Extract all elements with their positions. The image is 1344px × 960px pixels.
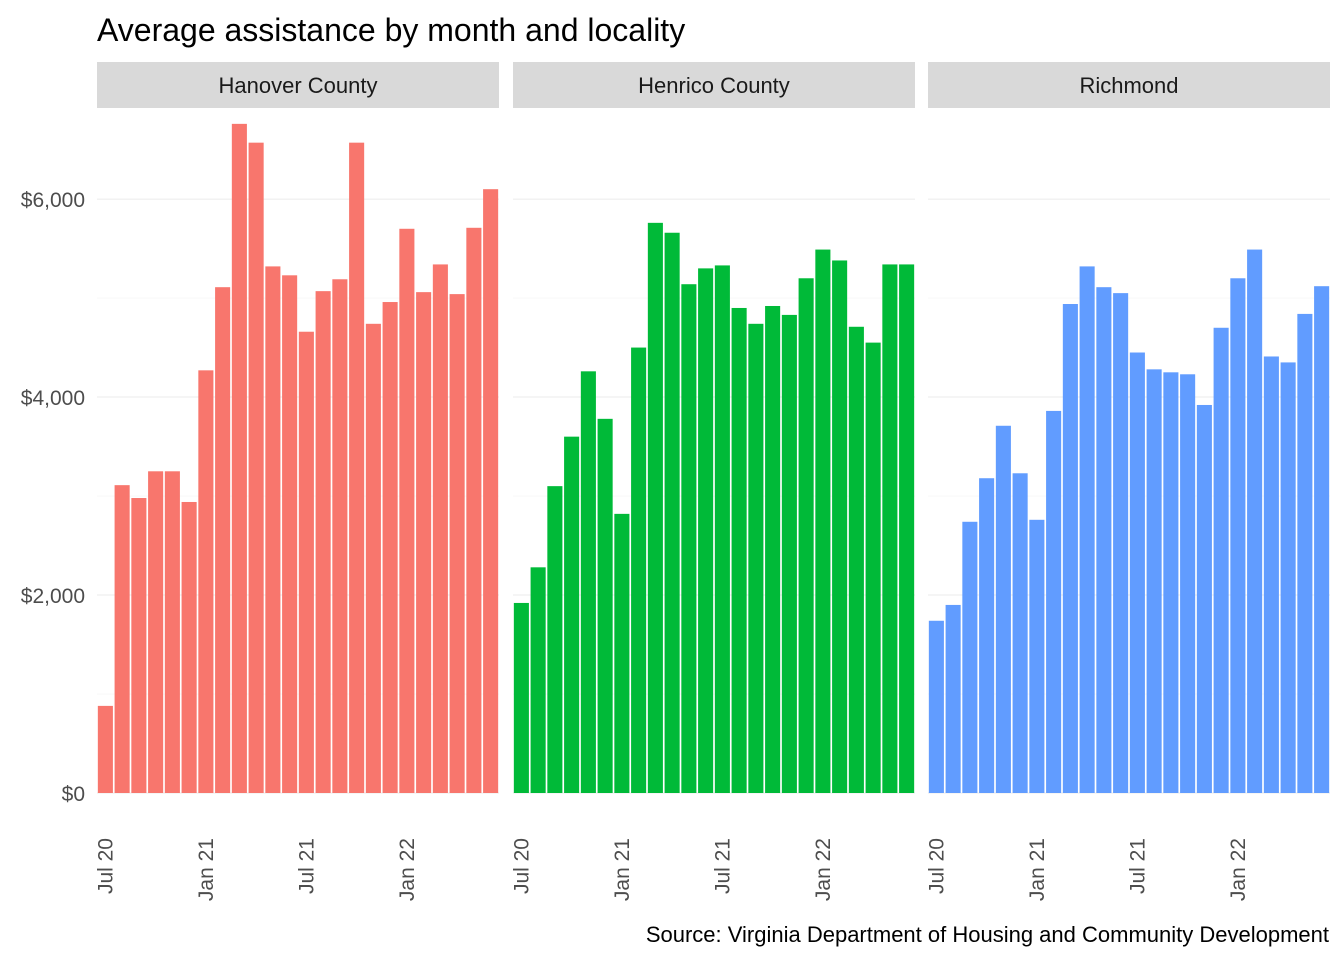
bar	[899, 264, 914, 793]
y-tick-label: $6,000	[21, 189, 85, 212]
bar	[832, 260, 847, 793]
bar	[581, 371, 596, 793]
bar	[316, 291, 331, 793]
bar	[799, 278, 814, 793]
x-tick-label: Jul 20	[510, 838, 533, 894]
bar	[466, 228, 481, 793]
bar	[399, 229, 414, 793]
bar	[514, 603, 529, 793]
bar	[996, 426, 1011, 793]
x-tick-label: Jul 20	[925, 838, 948, 894]
facet-strip-label: Hanover County	[219, 73, 378, 98]
chart-title: Average assistance by month and locality	[97, 12, 685, 48]
bar	[962, 522, 977, 793]
x-tick-label: Jan 21	[611, 838, 634, 901]
facet-strip-label: Richmond	[1079, 73, 1178, 98]
bar	[265, 266, 280, 793]
bar	[1063, 304, 1078, 793]
bar	[1013, 473, 1028, 793]
bar	[366, 324, 381, 793]
bar	[182, 502, 197, 793]
bar	[198, 370, 213, 793]
bar	[1147, 369, 1162, 793]
bar	[349, 143, 364, 793]
facet-strip-label: Henrico County	[638, 73, 790, 98]
bar	[849, 327, 864, 793]
bar	[614, 514, 629, 793]
bar	[946, 605, 961, 793]
bar	[383, 302, 398, 793]
bar	[782, 315, 797, 793]
chart-caption: Source: Virginia Department of Housing a…	[646, 922, 1329, 947]
bar	[665, 233, 680, 793]
bar	[416, 292, 431, 793]
bar	[715, 265, 730, 793]
bar	[648, 223, 663, 793]
x-tick-label: Jan 22	[396, 838, 419, 901]
bar	[131, 498, 146, 793]
bar	[732, 308, 747, 793]
bar	[929, 621, 944, 793]
bar	[681, 284, 696, 793]
facet-panel: Hanover County Jul 20 Jan 21 Jul 21 Jan 22	[94, 62, 499, 901]
bar	[1247, 250, 1262, 793]
bar	[1163, 372, 1178, 793]
bar	[698, 268, 713, 793]
bar	[748, 324, 763, 793]
facet-panel: Richmond Jul 20 Jan 21 Jul 21 Jan 22	[925, 62, 1330, 901]
bar	[433, 264, 448, 793]
bar	[1096, 287, 1111, 793]
bar	[148, 471, 163, 793]
bar	[299, 332, 314, 793]
bar	[1180, 374, 1195, 793]
bar	[1046, 411, 1061, 793]
bar	[1230, 278, 1245, 793]
x-tick-label: Jan 22	[812, 838, 835, 901]
y-tick-label: $0	[62, 783, 85, 806]
bar	[1314, 286, 1329, 793]
x-tick-label: Jul 21	[295, 838, 318, 894]
bar	[1264, 356, 1279, 793]
x-tick-label: Jul 21	[711, 838, 734, 894]
bar	[215, 287, 230, 793]
facet-panel: Henrico County Jul 20 Jan 21 Jul 21 Jan 22	[510, 62, 915, 901]
bar	[1029, 520, 1044, 793]
x-tick-label: Jul 20	[94, 838, 117, 894]
bar	[882, 264, 897, 793]
bar	[547, 486, 562, 793]
bar	[282, 275, 297, 793]
bar	[1281, 362, 1296, 793]
bar	[564, 437, 579, 793]
bar	[1197, 405, 1212, 793]
x-tick-label: Jan 21	[195, 838, 218, 901]
x-tick-label: Jul 21	[1126, 838, 1149, 894]
y-tick-label: $2,000	[21, 585, 85, 608]
bar	[598, 419, 613, 793]
bar	[815, 250, 830, 793]
bar	[765, 306, 780, 793]
bar	[1214, 328, 1229, 793]
bar	[115, 485, 130, 793]
bar	[631, 348, 646, 793]
bar	[232, 124, 247, 793]
bar	[1113, 293, 1128, 793]
bar	[165, 471, 180, 793]
bar	[979, 478, 994, 793]
bar	[1297, 314, 1312, 793]
y-tick-label: $4,000	[21, 387, 85, 410]
bar	[531, 567, 546, 793]
bar	[483, 189, 498, 793]
x-tick-label: Jan 21	[1026, 838, 1049, 901]
bar	[1080, 266, 1095, 793]
bar	[866, 343, 881, 793]
x-tick-label: Jan 22	[1227, 838, 1250, 901]
bar	[1130, 353, 1145, 793]
bar	[450, 294, 465, 793]
bar	[332, 279, 347, 793]
bar	[249, 143, 264, 793]
bar	[98, 706, 113, 793]
